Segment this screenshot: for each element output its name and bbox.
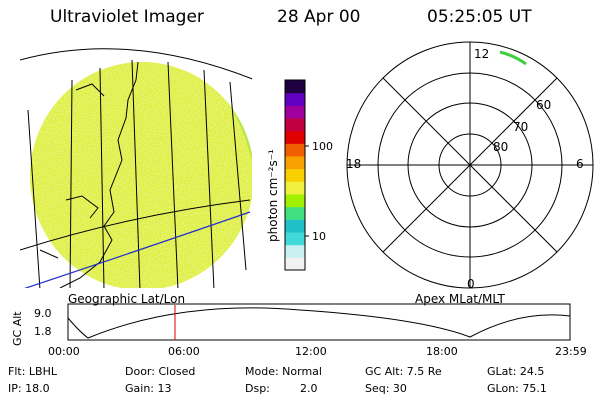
latitude-lines [20,48,252,251]
colorbar-band [285,232,305,246]
header-date: 28 Apr 00 [277,7,361,27]
altitude-xtick-1: 06:00 [168,345,200,358]
colorbar-tick-100: 100 [312,140,333,153]
header-time: 05:25:05 UT [427,7,532,27]
info-dsp-value: 2.0 [300,382,318,395]
info-glon: GLon: 75.1 [487,382,547,395]
colorbar-band [285,118,305,132]
colorbar-band [285,194,305,208]
polar-panel-label: Apex MLat/MLT [415,292,505,306]
mlt-6-label: 6 [576,157,584,171]
colorbar-band [285,143,305,157]
colorbar-band [285,130,305,144]
colorbar-band [285,92,305,106]
altitude-xtick-0: 00:00 [48,345,80,358]
colorbar-band [285,206,305,220]
colorbar-band [285,219,305,233]
colorbar-band [285,244,305,258]
altitude-ytick-top: 9.0 [34,307,52,320]
colorbar-band [285,105,305,119]
mlat-80-label: 80 [493,140,509,154]
coastline [59,61,139,288]
altitude-curve [67,307,571,339]
mlt-18-label: 18 [346,157,362,171]
altitude-xtick-3: 18:00 [426,345,458,358]
mlt-12-label: 12 [474,47,490,61]
info-flt: Flt: LBHL [8,365,57,378]
altitude-xtick-4: 23:59 [555,345,587,358]
info-ip: IP: 18.0 [8,382,50,395]
info-seq: Seq: 30 [365,382,407,395]
mlat-70-label: 70 [513,120,529,134]
mlt-0-label: 0 [467,277,475,291]
colorbar-band [285,168,305,182]
colorbar-band [285,257,305,271]
info-dsp-label: Dsp: [245,382,270,395]
info-mode: Mode: Normal [245,365,322,378]
info-glat: GLat: 24.5 [487,365,545,378]
app-title: Ultraviolet Imager [50,7,204,27]
colorbar-band [285,156,305,170]
geo-panel-label: Geographic Lat/Lon [68,292,186,306]
altitude-xtick-2: 12:00 [295,345,327,358]
mlat-60-label: 60 [536,98,552,112]
info-gain: Gain: 13 [125,382,172,395]
info-door: Door: Closed [125,365,196,378]
auroral-oval-segment [499,50,527,66]
info-gcalt: GC Alt: 7.5 Re [365,365,442,378]
colorbar-tick-10: 10 [312,230,326,243]
altitude-ytick-bottom: 1.8 [34,325,52,338]
colorbar-band [285,181,305,195]
colorbar-band [285,80,305,94]
terminator-line [24,211,251,288]
longitude-lines [27,59,247,288]
